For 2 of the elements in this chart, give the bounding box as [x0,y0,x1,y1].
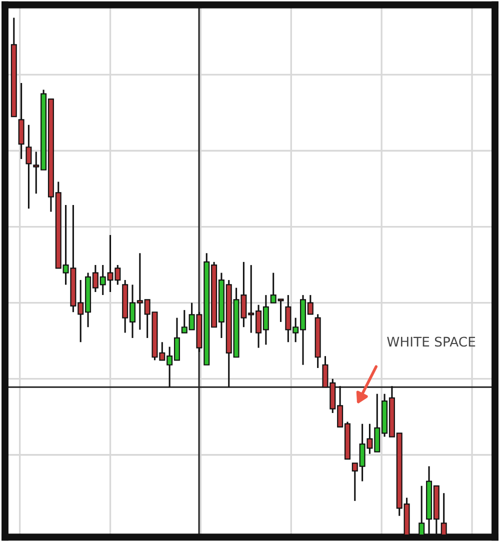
candlestick [26,124,32,210]
annotation: WHITE SPACE [387,336,476,347]
